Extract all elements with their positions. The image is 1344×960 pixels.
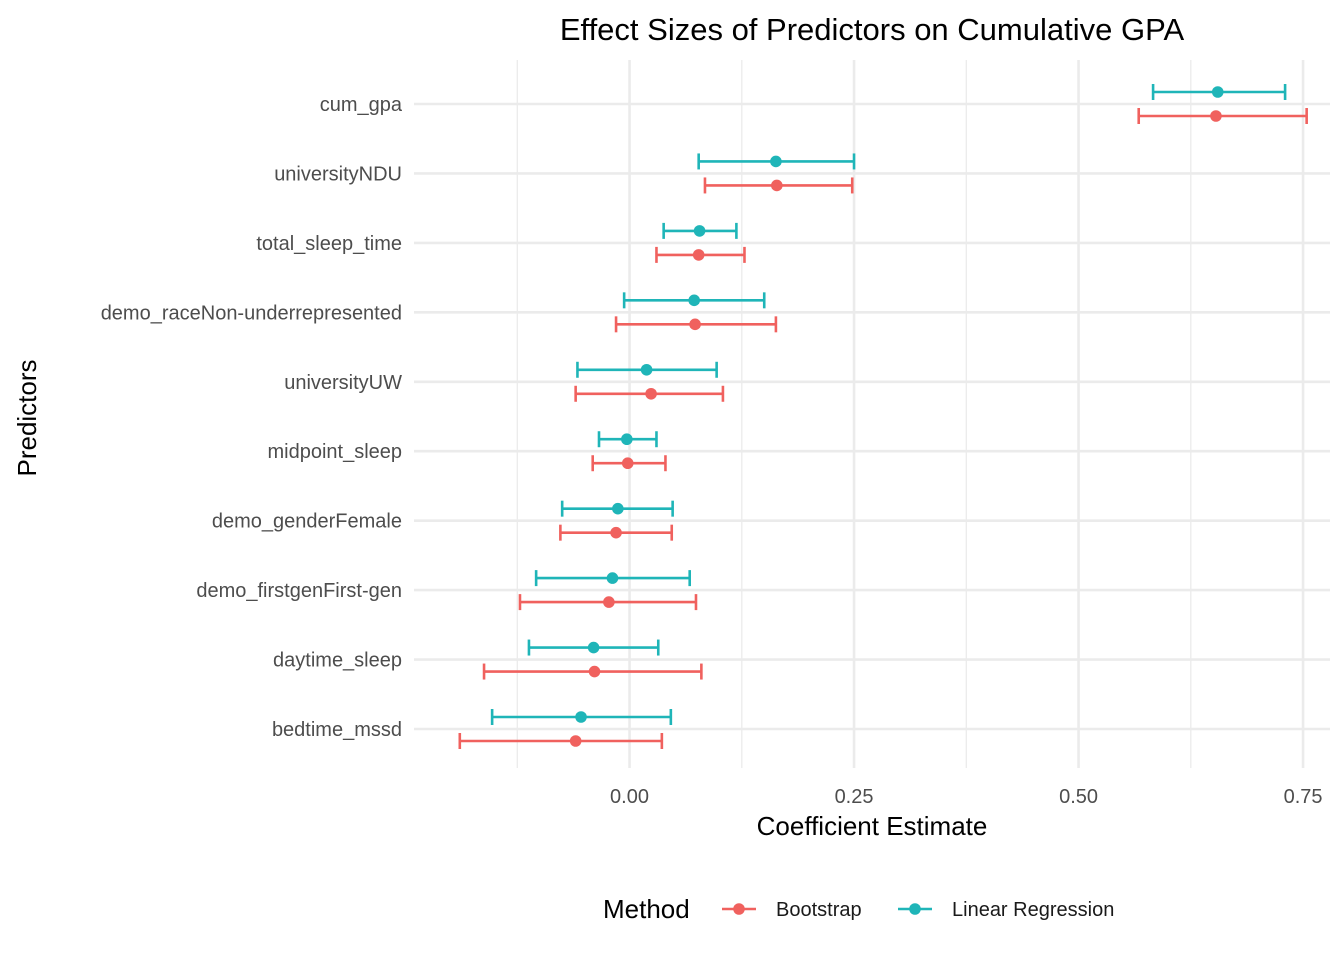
estimate-point: [621, 433, 633, 446]
y-tick-label: demo_raceNon-underrepresented: [101, 302, 402, 324]
legend: Method Bootstrap Linear Regression: [603, 894, 1114, 924]
x-tick-label: 0.50: [1059, 786, 1098, 808]
estimate-point: [610, 526, 622, 539]
series-linear-regression: [490, 84, 1287, 725]
y-tick-label: bedtime_mssd: [272, 719, 402, 741]
legend-label: Bootstrap: [776, 899, 862, 921]
x-tick-label: 0.25: [835, 786, 874, 808]
x-tick-label: 0.00: [610, 786, 649, 808]
y-tick-label: universityUW: [284, 372, 402, 394]
estimate-point: [640, 363, 653, 376]
estimate-point: [588, 665, 601, 678]
estimate-point: [1210, 110, 1222, 122]
estimate-point: [569, 735, 582, 747]
y-tick-label: total_sleep_time: [256, 233, 402, 255]
series-bootstrap: [458, 108, 1308, 749]
estimate-point: [688, 294, 700, 307]
y-axis-title: Predictors: [12, 359, 42, 476]
y-tick-label: demo_genderFemale: [212, 511, 402, 533]
y-tick-labels: cum_gpa universityNDU total_sleep_timedemo…: [101, 94, 403, 741]
y-tick-label: cum_gpa: [320, 94, 403, 116]
legend-key-point: [909, 903, 921, 915]
y-tick-label: midpoint_sleep: [267, 441, 402, 463]
legend-item: Linear Regression: [898, 899, 1114, 921]
y-tick-label: daytime_sleep: [273, 650, 402, 672]
estimate-point: [606, 572, 619, 584]
x-axis-title: Coefficient Estimate: [757, 811, 988, 841]
legend-label: Linear Regression: [952, 899, 1114, 921]
y-tick-label: universityNDU: [274, 163, 402, 185]
estimate-point: [645, 387, 657, 400]
estimate-point: [689, 318, 701, 331]
legend-item: Bootstrap: [722, 899, 862, 921]
x-tick-labels: 0.00 0.25 0.50 0.75: [610, 786, 1322, 808]
estimate-point: [603, 596, 615, 608]
y-tick-label: demo_firstgenFirst-gen: [196, 580, 402, 602]
plot-grid: [414, 60, 1330, 768]
x-tick-label: 0.75: [1284, 786, 1323, 808]
estimate-point: [692, 249, 705, 261]
estimate-point: [587, 641, 600, 654]
estimate-point: [1211, 86, 1224, 98]
estimate-point: [575, 711, 587, 723]
estimate-point: [612, 502, 624, 515]
estimate-point: [621, 457, 634, 470]
legend-items: Bootstrap Linear Regression: [722, 899, 1114, 921]
legend-key-point: [733, 903, 745, 915]
estimate-point: [693, 225, 706, 237]
estimate-point: [770, 155, 782, 168]
legend-title: Method: [603, 894, 690, 924]
chart-title: Effect Sizes of Predictors on Cumulative…: [560, 12, 1185, 47]
estimate-point: [771, 179, 783, 192]
series-layer: [458, 84, 1308, 749]
